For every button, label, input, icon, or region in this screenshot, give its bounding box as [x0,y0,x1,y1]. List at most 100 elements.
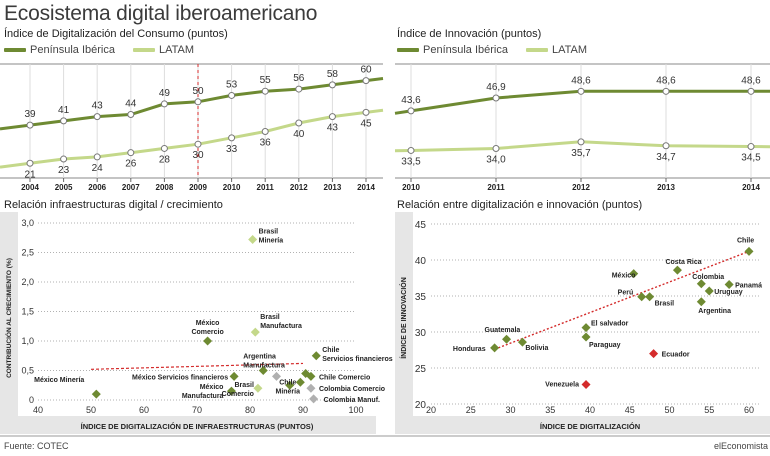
data-label: 43 [92,101,104,112]
legend-swatch-light [133,48,155,52]
data-point [261,87,269,95]
data-point [228,134,236,142]
point-label: Manufactura [182,393,224,400]
data-point [295,377,305,387]
data-point [272,371,281,381]
point-label: Argentina [698,308,731,315]
point-label: Chile [737,237,754,244]
x-tick-label: 40 [33,405,43,415]
data-label: 39 [24,109,36,120]
chart1-title: Índice de Digitalización del Consumo (pu… [4,28,228,40]
data-point [649,349,659,359]
data-point [662,142,670,150]
data-label: 30 [192,150,204,161]
y-tick-label: 30 [415,328,427,339]
data-point [724,279,734,289]
data-point [127,111,135,119]
point-label: Colombia [692,274,724,281]
point-label: México Minería [34,377,84,384]
point-label: Servicios financieros [322,356,393,363]
data-point [258,366,268,375]
trend-line [90,362,304,370]
data-point [577,87,585,95]
point-label: Chile [279,379,296,386]
point-label: Colombia Manuf. [324,397,380,404]
data-point [517,337,527,347]
chart1-legend: Península Ibérica LATAM [4,44,212,56]
data-point [490,343,500,353]
data-point [248,235,258,245]
point-label: Minería [259,238,284,245]
legend-swatch-light [526,48,548,52]
x-axis-band [404,416,770,434]
data-point [577,138,585,146]
point-label: El salvador [591,321,629,328]
data-label: 56 [293,73,305,84]
x-tick-label: 2004 [21,183,39,192]
legend-swatch-dark [397,48,419,52]
point-label: Manufactura [243,363,285,370]
x-tick-label: 60 [139,405,149,415]
data-point [160,100,168,108]
point-label: Uruguay [714,289,743,296]
x-tick-label: 100 [348,405,363,415]
point-label: Guatemala [485,327,521,334]
x-tick-label: 2014 [742,183,760,192]
point-label: Brasil [259,229,279,236]
data-label: 24 [92,163,104,174]
data-point [93,113,101,121]
y-tick-label: 35 [415,292,427,303]
point-label: Perú [618,290,634,297]
y-tick-label: 40 [415,256,427,267]
x-tick-label: 20 [426,405,436,415]
point-label: Comercio [222,391,254,398]
x-tick-label: 2011 [487,183,505,192]
x-tick-label: 2012 [572,183,590,192]
y-tick-label: 45 [415,220,427,231]
data-label: 23 [58,165,70,176]
legend-item-latam: LATAM [133,44,194,56]
data-label: 21 [24,169,36,180]
data-point [502,334,512,344]
data-label: 60 [360,65,372,76]
y-axis-title: ÍNDICE DE INNOVACIÓN [399,277,408,359]
y-axis-band [395,212,413,434]
data-label: 26 [125,159,137,170]
point-label: Brasil [655,301,675,308]
data-point [229,371,239,381]
y-tick-label: 1,0 [21,336,34,346]
x-tick-label: 2014 [357,183,375,192]
y-tick-label: 2,0 [21,277,34,287]
data-point [696,297,706,307]
data-label: 43,6 [401,95,421,106]
x-tick-label: 40 [585,405,595,415]
data-point [492,145,500,152]
data-point [306,383,316,393]
point-label: Panamá [735,282,762,289]
y-axis-title: CONTRIBUCIÓN AL CRECIMIENTO (%) [4,258,13,378]
trend-line [494,250,750,350]
x-tick-label: 90 [298,405,308,415]
point-label: México Servicios financieros [132,374,228,381]
data-point [93,153,101,161]
data-point [306,371,316,381]
data-point [696,279,706,289]
data-point [203,336,213,346]
data-label: 53 [226,79,238,90]
data-point [285,380,295,390]
point-label: Chile Comercio [319,374,370,381]
data-label: 58 [327,69,339,80]
source-note: Fuente: COTEC [4,441,69,451]
x-tick-label: 2013 [657,183,675,192]
data-point [407,107,415,115]
point-label: Bolivia [525,345,548,352]
data-point [127,149,135,157]
legend-label: Península Ibérica [423,44,508,56]
point-label: Brasil [234,382,254,389]
data-point [295,119,303,127]
data-point [629,269,639,279]
data-label: 45 [360,118,372,129]
data-point [704,286,714,296]
y-tick-label: 1,5 [21,307,34,317]
